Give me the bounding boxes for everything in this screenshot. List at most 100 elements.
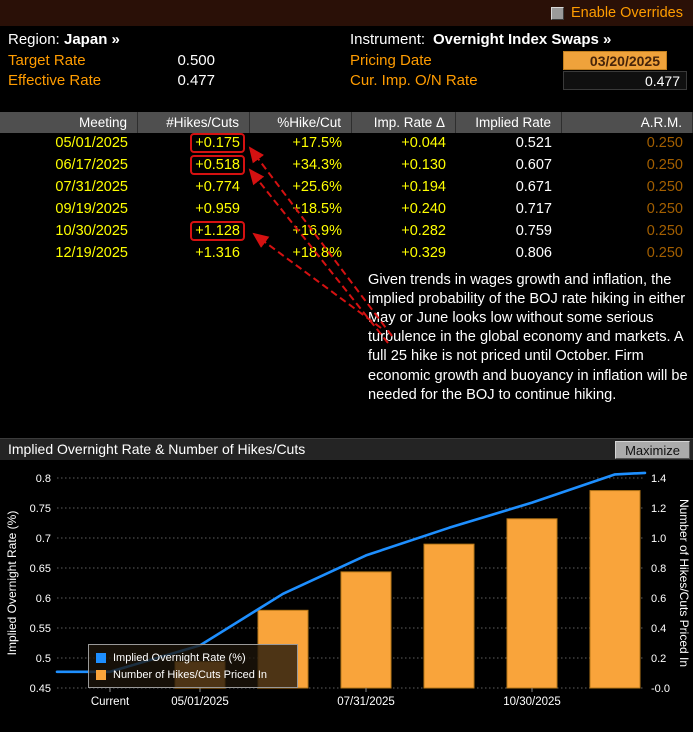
cell-hikes-cuts: +0.175 [138, 133, 250, 155]
cell-meeting: 12/19/2025 [55, 245, 128, 261]
cell-pct-hike-cut: +16.9% [292, 223, 342, 239]
cell-implied-rate: 0.521 [515, 135, 552, 151]
cell-arm: 0.250 [646, 245, 683, 261]
table-body: 05/01/2025 +0.175 +17.5% +0.044 0.521 0.250 06… [0, 133, 693, 265]
col-header-arm: A.R.M. [562, 112, 693, 133]
chart-area: 0.8 1.4 0.75 1.2 0.7 1.0 0.65 0.8 0.6 0.6 0.55 0.4 0… [0, 460, 693, 732]
svg-text:1.2: 1.2 [651, 503, 666, 515]
cell-pct-hike-cut: +18.8% [292, 245, 342, 261]
cur-imp-rate-field[interactable]: 0.477 [563, 71, 687, 90]
cell-imp-rate-delta: +0.282 [401, 223, 446, 239]
svg-text:0.4: 0.4 [651, 623, 666, 635]
cell-implied-rate: 0.717 [515, 201, 552, 217]
maximize-button[interactable]: Maximize [615, 441, 690, 459]
svg-text:07/31/2025: 07/31/2025 [337, 696, 395, 708]
table-header-row: Meeting #Hikes/Cuts %Hike/Cut Imp. Rate … [0, 112, 693, 133]
cell-hikes-cuts: +1.128 [138, 221, 250, 243]
cell-hikes-cuts: +0.959 [195, 201, 240, 217]
svg-text:0.6: 0.6 [651, 593, 666, 605]
svg-text:0.65: 0.65 [30, 563, 51, 575]
table-row[interactable]: 12/19/2025 +1.316 +18.8% +0.329 0.806 0.250 [0, 243, 693, 265]
instrument-value-link[interactable]: Overnight Index Swaps » [433, 31, 612, 48]
svg-text:0.2: 0.2 [651, 653, 666, 665]
cell-imp-rate-delta: +0.194 [401, 179, 446, 195]
cell-imp-rate-delta: +0.130 [401, 157, 446, 173]
table-row[interactable]: 05/01/2025 +0.175 +17.5% +0.044 0.521 0.250 [0, 133, 693, 155]
cell-arm: 0.250 [646, 157, 683, 173]
enable-overrides-checkbox[interactable] [550, 6, 564, 20]
legend-label-hikes-cuts: Number of Hikes/Cuts Priced In [113, 668, 268, 681]
col-header-implied-rate: Implied Rate [456, 112, 562, 133]
cell-pct-hike-cut: +18.5% [292, 201, 342, 217]
svg-text:0.75: 0.75 [30, 503, 51, 515]
cur-imp-rate-label: Cur. Imp. O/N Rate [350, 72, 478, 89]
region-value-link[interactable]: Japan » [64, 31, 120, 48]
svg-text:10/30/2025: 10/30/2025 [503, 696, 561, 708]
cell-arm: 0.250 [646, 223, 683, 239]
svg-text:1.4: 1.4 [651, 473, 666, 485]
table-row[interactable]: 09/19/2025 +0.959 +18.5% +0.240 0.717 0.250 [0, 199, 693, 221]
legend-item-hikes-cuts: Number of Hikes/Cuts Priced In [96, 666, 290, 683]
svg-text:-0.0: -0.0 [651, 683, 670, 695]
cell-imp-rate-delta: +0.044 [401, 135, 446, 151]
cell-meeting: 10/30/2025 [55, 223, 128, 239]
chart-title: Implied Overnight Rate & Number of Hikes… [8, 441, 306, 457]
highlight-red-box: +0.175 [190, 133, 245, 153]
col-header-pct-hike-cut: %Hike/Cut [250, 112, 352, 133]
table-row[interactable]: 07/31/2025 +0.774 +25.6% +0.194 0.671 0.250 [0, 177, 693, 199]
svg-text:Current: Current [91, 696, 130, 708]
cell-meeting: 09/19/2025 [55, 201, 128, 217]
cell-implied-rate: 0.671 [515, 179, 552, 195]
effective-rate-label: Effective Rate [8, 72, 102, 89]
meetings-table: Meeting #Hikes/Cuts %Hike/Cut Imp. Rate … [0, 112, 693, 265]
instrument-label: Instrument: [350, 31, 426, 48]
svg-text:0.55: 0.55 [30, 623, 51, 635]
chart-titlebar: Implied Overnight Rate & Number of Hikes… [0, 438, 693, 460]
cell-implied-rate: 0.607 [515, 157, 552, 173]
cell-pct-hike-cut: +25.6% [292, 179, 342, 195]
cell-arm: 0.250 [646, 135, 683, 151]
region-label: Region: [8, 31, 60, 48]
right-axis-title: Number of Hikes/Cuts Priced In [677, 498, 691, 668]
cell-arm: 0.250 [646, 179, 683, 195]
legend-label-implied-rate: Implied Overnight Rate (%) [113, 651, 246, 664]
effective-rate-value: 0.477 [177, 72, 215, 89]
topbar: Enable Overrides [0, 0, 693, 26]
table-row[interactable]: 10/30/2025 +1.128 +16.9% +0.282 0.759 0.250 [0, 221, 693, 243]
cell-meeting: 07/31/2025 [55, 179, 128, 195]
legend-swatch-bar [96, 669, 106, 680]
col-header-hikes-cuts: #Hikes/Cuts [138, 112, 250, 133]
pricing-date-input[interactable]: 03/20/2025 [563, 51, 667, 70]
chart-legend: Implied Overnight Rate (%) Number of Hik… [88, 644, 298, 688]
target-rate-value: 0.500 [177, 52, 215, 69]
chart-canvas: 0.8 1.4 0.75 1.2 0.7 1.0 0.65 0.8 0.6 0.6 0.55 0.4 0… [30, 471, 670, 708]
cell-hikes-cuts: +0.518 [138, 155, 250, 177]
svg-text:05/01/2025: 05/01/2025 [171, 696, 229, 708]
highlight-red-box: +0.518 [190, 155, 245, 175]
svg-text:0.8: 0.8 [651, 563, 666, 575]
cell-imp-rate-delta: +0.240 [401, 201, 446, 217]
cell-arm: 0.250 [646, 201, 683, 217]
cell-imp-rate-delta: +0.329 [401, 245, 446, 261]
analyst-annotation-text: Given trends in wages growth and inflati… [368, 272, 688, 403]
enable-overrides-label[interactable]: Enable Overrides [570, 5, 683, 21]
cell-meeting: 05/01/2025 [55, 135, 128, 151]
cell-pct-hike-cut: +17.5% [292, 135, 342, 151]
svg-text:0.5: 0.5 [36, 653, 51, 665]
pricing-date-label: Pricing Date [350, 52, 432, 69]
cell-hikes-cuts: +1.316 [195, 245, 240, 261]
table-row[interactable]: 06/17/2025 +0.518 +34.3% +0.130 0.607 0.250 [0, 155, 693, 177]
cell-hikes-cuts: +0.774 [195, 179, 240, 195]
cell-implied-rate: 0.759 [515, 223, 552, 239]
svg-text:0.6: 0.6 [36, 593, 51, 605]
col-header-meeting: Meeting [0, 112, 138, 133]
cell-pct-hike-cut: +34.3% [292, 157, 342, 173]
legend-swatch-line [96, 652, 106, 663]
legend-item-implied-rate: Implied Overnight Rate (%) [96, 649, 290, 666]
cell-meeting: 06/17/2025 [55, 157, 128, 173]
cell-implied-rate: 0.806 [515, 245, 552, 261]
svg-text:1.0: 1.0 [651, 533, 666, 545]
col-header-imp-rate-delta: Imp. Rate Δ [352, 112, 456, 133]
highlight-red-box: +1.128 [190, 221, 245, 241]
left-axis-title: Implied Overnight Rate (%) [5, 510, 19, 656]
